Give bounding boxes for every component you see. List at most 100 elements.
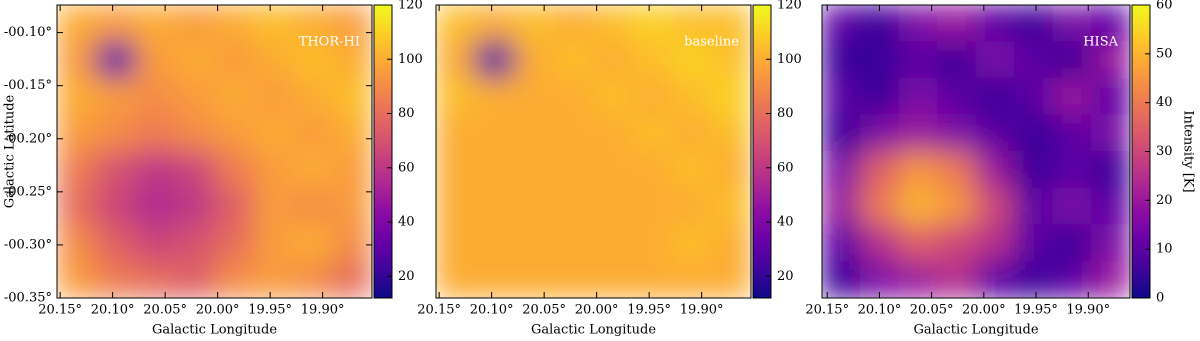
heatmap-cell [436,224,476,262]
heatmap-cell [671,41,713,79]
heatmap-cell [514,224,555,262]
heatmap-cell [593,224,634,262]
heatmap-cell [253,5,294,43]
heatmap-cell [1014,5,1054,43]
heatmap-cell [937,224,977,262]
heatmap-cell [553,151,594,189]
colorbar-tick-label: 20 [777,269,794,284]
colorbar-tick-label: 120 [777,0,802,13]
x-tick-label: 20.10° [470,303,514,318]
heatmap-cell [898,260,938,298]
heatmap-cell [514,260,555,298]
heatmap-cell [1014,151,1054,189]
y-tick-label: -00.30° [4,237,52,252]
colorbar-label: Intensity [K] [1181,110,1196,192]
heatmap-cell [332,187,372,226]
heatmap-cell [332,5,372,43]
heatmap-cell [711,41,751,79]
heatmap-cell [937,114,977,152]
heatmap-cell [632,260,673,298]
heatmap-cell [937,187,977,226]
heatmap-cell [671,224,713,262]
x-tick-label: 20.10° [858,303,902,318]
x-tick-label: 20.15° [417,303,461,318]
x-tick-label: 20.00° [575,303,619,318]
heatmap-cell [95,5,137,43]
heatmap-cell [292,224,334,262]
y-tick-label: -00.10° [4,25,52,40]
heatmap-cell [174,41,215,79]
x-tick-label: 20.15° [38,303,82,318]
heatmap-cell [711,5,751,43]
plot-frame [435,4,752,299]
colorbar-tick-label: 60 [777,160,794,175]
heatmap-cell [1091,5,1130,43]
heatmap-cell [514,187,555,226]
heatmap-cell [822,224,861,262]
colorbar-tick-label: 0 [1156,291,1164,306]
heatmap-cells [57,5,372,298]
heatmap-cell [95,77,137,116]
heatmap-cell [593,260,634,298]
heatmap-cell [214,260,255,298]
heatmap-cell [553,41,594,79]
x-tick-label: 20.00° [196,303,240,318]
heatmap-cell [135,151,176,189]
heatmap-cell [1091,77,1130,116]
plot-frame [821,4,1131,299]
heatmap-cell [514,114,555,152]
heatmap-cell [95,151,137,189]
heatmap-cell [174,260,215,298]
colorbar-tick-label: 100 [398,52,423,67]
x-axis-label: Galactic Longitude [531,323,656,338]
colorbar [373,4,393,299]
x-tick-label: 20.10° [91,303,135,318]
panel-annotation: HISA [1083,35,1118,50]
heatmap-cell [593,41,634,79]
heatmap-cell [937,151,977,189]
heatmap-cell [214,224,255,262]
heatmap-cell [436,41,476,79]
heatmap-cell [57,187,97,226]
y-tick-label: -00.25° [4,184,52,199]
heatmap [57,5,372,298]
heatmap-cell [937,41,977,79]
heatmap-cell [214,151,255,189]
y-tick-label: -00.35° [4,291,52,306]
x-tick-label: 20.00° [962,303,1006,318]
heatmap-cell [95,41,137,79]
heatmap-cell [253,260,294,298]
heatmap-cell [292,151,334,189]
heatmap-cell [57,260,97,298]
heatmap-cell [1052,41,1092,79]
heatmap-cell [822,41,861,79]
y-tick-label: -00.15° [4,78,52,93]
heatmap-cells [822,5,1130,298]
heatmap-cell [822,187,861,226]
heatmap-cell [632,151,673,189]
heatmap-cell [593,151,634,189]
heatmap-cell [1014,260,1054,298]
heatmap-cell [632,77,673,116]
heatmap-cell [898,5,938,43]
heatmap-cell [860,260,900,298]
panel-annotation: THOR-HI [299,35,360,50]
heatmap-cell [1091,41,1130,79]
heatmap-cell [711,187,751,226]
colorbar-tick-label: 80 [777,106,794,121]
heatmap-cell [474,224,516,262]
heatmap-cell [711,260,751,298]
colorbar-tick-label: 30 [1156,144,1173,159]
heatmap-cell [1091,151,1130,189]
heatmap-cell [135,5,176,43]
heatmap-cell [553,260,594,298]
heatmap-cell [1091,114,1130,152]
heatmap-cell [1091,187,1130,226]
heatmap-cell [898,77,938,116]
heatmap-cell [95,114,137,152]
heatmap-cell [436,77,476,116]
heatmap-cell [1014,77,1054,116]
heatmap-cell [514,151,555,189]
heatmap-cell [711,224,751,262]
colorbar-tick-label: 60 [1156,0,1173,13]
